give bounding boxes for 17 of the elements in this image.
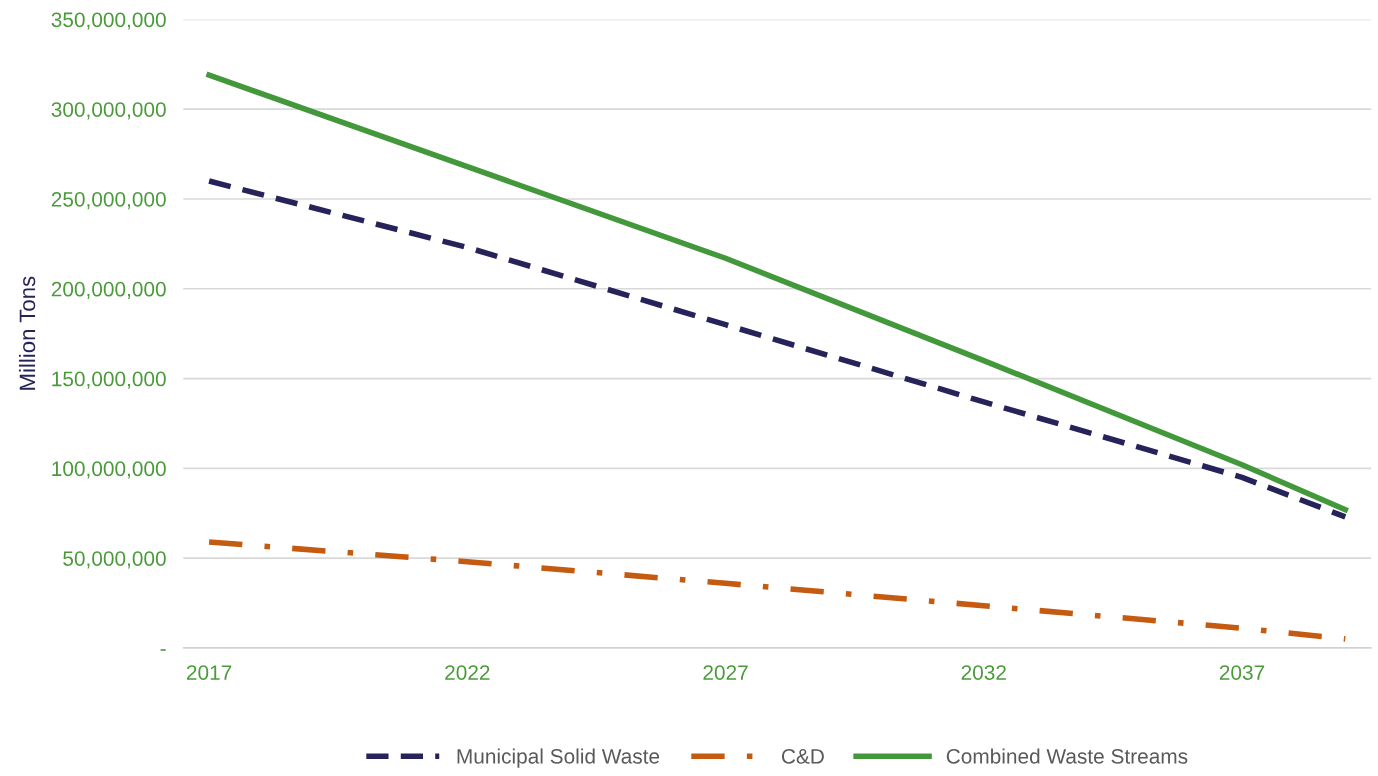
y-tick-label: 50,000,000 bbox=[63, 551, 166, 569]
y-tick-label: 100,000,000 bbox=[52, 461, 166, 479]
y-tick-label: - bbox=[160, 649, 166, 651]
y-tick-label: 250,000,000 bbox=[51, 191, 166, 210]
x-tick-label: 2027 bbox=[703, 665, 748, 680]
legend-label: C&D bbox=[781, 748, 824, 764]
legend-label: Municipal Solid Waste bbox=[457, 748, 660, 768]
x-tick-label: 2017 bbox=[186, 665, 232, 680]
y-axis-title: Million Tons bbox=[18, 276, 36, 390]
y-tick-label: 150,000,000 bbox=[52, 371, 166, 389]
x-tick-label: 2022 bbox=[445, 665, 490, 680]
legend-label: Combined Waste Streams bbox=[946, 748, 1188, 764]
y-tick-label: 200,000,000 bbox=[51, 281, 166, 299]
y-tick-label: 350,000,000 bbox=[51, 12, 166, 30]
x-tick-label: 2032 bbox=[961, 665, 1006, 680]
y-tick-label: 300,000,000 bbox=[51, 102, 166, 120]
x-tick-label: 2037 bbox=[1219, 665, 1265, 680]
